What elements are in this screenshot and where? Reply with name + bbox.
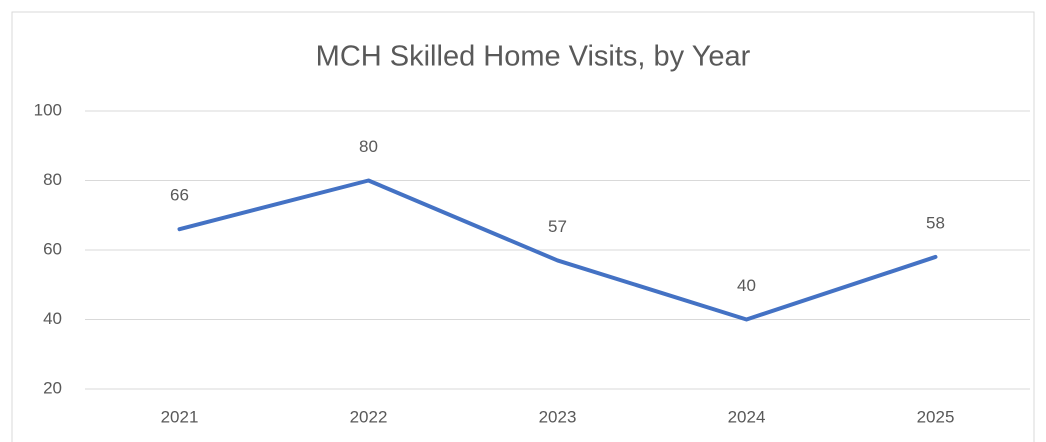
x-tick-label: 2023 [539,407,577,426]
y-tick-label: 80 [43,170,62,189]
data-label: 40 [737,276,756,295]
x-tick-label: 2021 [161,407,199,426]
data-label: 80 [359,137,378,156]
y-tick-label: 60 [43,239,62,258]
y-tick-label: 100 [34,100,62,119]
line-series [177,178,938,322]
chart-border [11,11,1035,442]
y-tick-label: 40 [43,309,62,328]
data-label: 57 [548,217,567,236]
chart-title: MCH Skilled Home Visits, by Year [316,41,751,73]
x-tick-label: 2025 [917,407,955,426]
x-tick-label: 2022 [350,407,388,426]
data-label: 58 [926,213,945,232]
y-tick-label: 20 [43,378,62,397]
x-tick-label: 2024 [728,407,766,426]
data-label: 66 [170,186,189,205]
